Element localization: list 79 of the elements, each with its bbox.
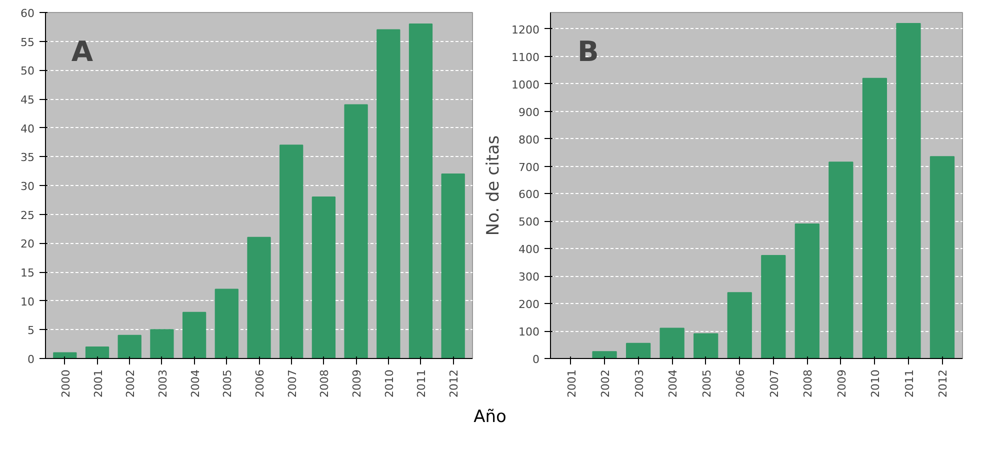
x-tick-label: 2001 <box>565 369 578 398</box>
y-tick-label: 600 <box>518 188 540 202</box>
x-tick-label: 2009 <box>350 369 364 398</box>
bar <box>118 334 142 358</box>
y-tick-label: 800 <box>518 133 540 146</box>
x-tick-label: 2012 <box>448 369 461 398</box>
y-tick-label: 100 <box>518 326 540 339</box>
bar <box>182 312 206 358</box>
y-tick-label: 40 <box>20 122 35 136</box>
bar <box>214 288 238 358</box>
y-tick-label: 400 <box>518 243 540 256</box>
bar <box>626 342 651 358</box>
x-tick-label: 2010 <box>382 369 396 398</box>
bar <box>280 144 304 358</box>
text: A <box>71 34 94 68</box>
y-tick-label: 0 <box>28 353 34 366</box>
y-tick-label: 50 <box>20 64 35 78</box>
bar <box>794 223 820 358</box>
x-tick-label: 2006 <box>734 369 748 398</box>
y-tick-label: 1000 <box>512 78 540 92</box>
y-tick-label: 15 <box>20 266 35 280</box>
bar <box>247 236 271 358</box>
bar <box>828 162 854 358</box>
bar <box>85 346 110 358</box>
y-tick-label: 60 <box>20 7 35 20</box>
y-tick-label: 25 <box>20 208 35 222</box>
bar <box>376 29 400 358</box>
x-tick-label: 2009 <box>835 369 848 398</box>
bar <box>660 328 684 358</box>
x-tick-label: 2005 <box>221 369 234 398</box>
x-tick-label: 2008 <box>802 369 815 398</box>
x-tick-label: 2011 <box>415 369 428 398</box>
y-tick-label: 1100 <box>512 50 540 64</box>
x-tick-label: 2003 <box>632 369 646 398</box>
y-tick-label: 10 <box>20 295 35 308</box>
x-tick-label: 2007 <box>768 369 781 398</box>
y-axis-title: No. de citas <box>484 135 504 236</box>
x-tick-label: 2004 <box>666 369 680 398</box>
bar <box>896 22 921 358</box>
y-tick-label: 1200 <box>512 23 540 36</box>
bar <box>727 292 752 358</box>
y-tick-label: 200 <box>518 298 540 312</box>
x-tick-label: 2001 <box>92 369 105 398</box>
bar <box>930 156 955 358</box>
x-tick-label: 2002 <box>599 369 612 398</box>
bar <box>408 24 433 358</box>
y-tick-label: 900 <box>518 106 540 119</box>
x-tick-label: 2012 <box>936 369 950 398</box>
x-tick-label: 2004 <box>188 369 202 398</box>
x-tick-label: 2008 <box>318 369 332 398</box>
y-tick-label: 45 <box>20 94 35 106</box>
bar <box>53 352 77 358</box>
bar <box>150 329 174 358</box>
bar <box>761 255 786 358</box>
bar <box>312 196 336 358</box>
y-tick-label: 0 <box>532 353 540 366</box>
y-tick-label: 30 <box>20 180 35 193</box>
y-tick-label: 700 <box>518 160 540 174</box>
x-tick-label: 2011 <box>902 369 916 398</box>
text: B <box>578 34 599 68</box>
x-tick-label: 2007 <box>286 369 299 398</box>
y-tick-label: 35 <box>20 151 35 164</box>
bar <box>441 173 465 358</box>
bar <box>592 351 617 358</box>
y-tick-label: 5 <box>28 324 34 338</box>
y-tick-label: 300 <box>518 270 540 284</box>
bar <box>694 333 718 358</box>
bar <box>344 104 368 358</box>
y-tick-label: 20 <box>20 238 35 251</box>
x-tick-label: 2010 <box>869 369 882 398</box>
bar <box>862 78 888 358</box>
x-tick-label: 2005 <box>700 369 714 398</box>
x-tick-label: 2006 <box>254 369 266 398</box>
y-tick-label: 500 <box>518 216 540 229</box>
x-tick-label: 2002 <box>124 369 138 398</box>
x-tick-label: 2000 <box>59 369 72 398</box>
y-tick-label: 55 <box>20 36 35 49</box>
x-tick-label: 2003 <box>156 369 170 398</box>
x-axis-title: Año <box>474 406 506 429</box>
